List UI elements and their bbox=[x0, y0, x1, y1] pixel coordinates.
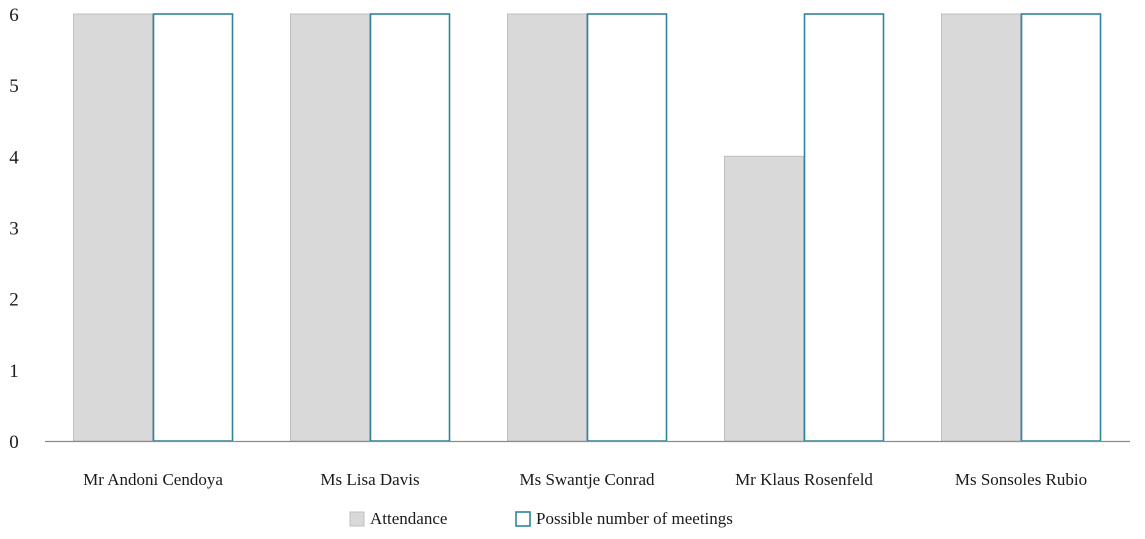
bar-attendance bbox=[290, 13, 370, 442]
category-label: Mr Andoni Cendoya bbox=[83, 470, 223, 489]
y-tick-label: 4 bbox=[9, 147, 19, 168]
category-label: Mr Klaus Rosenfeld bbox=[735, 470, 873, 489]
bar-attendance bbox=[507, 13, 587, 442]
bar-attendance bbox=[73, 13, 153, 442]
y-tick-label: 0 bbox=[9, 432, 19, 453]
bars bbox=[73, 13, 1102, 442]
category-labels: Mr Andoni Cendoya Ms Lisa Davis Ms Swantje… bbox=[83, 470, 1087, 489]
y-tick-label: 6 bbox=[9, 5, 19, 26]
category-label: Ms Swantje Conrad bbox=[519, 470, 655, 489]
y-tick-label: 5 bbox=[9, 76, 19, 97]
legend: Attendance Possible number of meetings bbox=[349, 509, 733, 528]
bar-attendance bbox=[941, 13, 1021, 442]
y-tick-label: 2 bbox=[9, 290, 19, 311]
bar-attendance bbox=[724, 155, 804, 442]
legend-swatch bbox=[515, 511, 531, 527]
legend-label: Possible number of meetings bbox=[536, 509, 733, 528]
category-label: Ms Sonsoles Rubio bbox=[955, 470, 1087, 489]
category-label: Ms Lisa Davis bbox=[320, 470, 419, 489]
bar-possible-meetings bbox=[803, 13, 885, 442]
bar-possible-meetings bbox=[1020, 13, 1102, 442]
legend-item-attendance: Attendance bbox=[349, 509, 447, 528]
y-tick-label: 1 bbox=[9, 361, 19, 382]
y-tick-label: 3 bbox=[9, 219, 19, 240]
bar-possible-meetings bbox=[369, 13, 451, 442]
legend-label: Attendance bbox=[370, 509, 447, 528]
bar-possible-meetings bbox=[152, 13, 234, 442]
y-axis-ticks: 0 1 2 3 4 5 6 bbox=[9, 5, 19, 453]
legend-swatch bbox=[349, 511, 365, 527]
bar-possible-meetings bbox=[586, 13, 668, 442]
legend-item-possible-meetings: Possible number of meetings bbox=[515, 509, 733, 528]
